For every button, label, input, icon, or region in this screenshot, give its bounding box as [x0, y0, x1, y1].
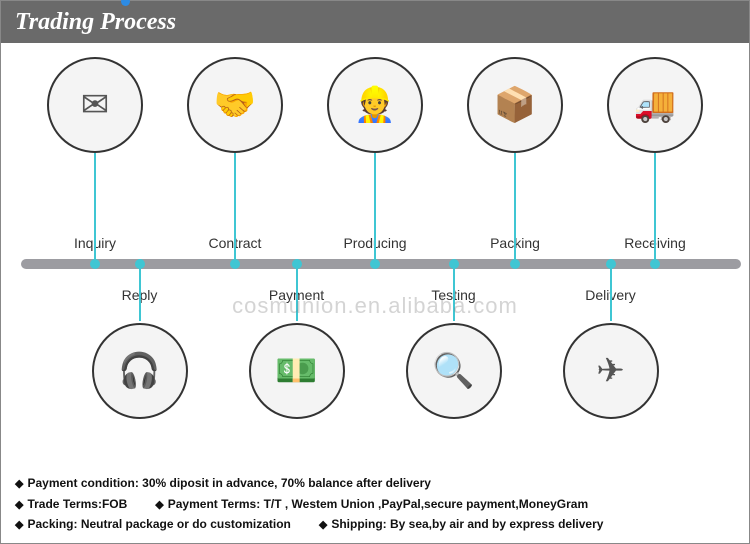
footer-notes: Payment condition: 30% diposit in advanc…: [15, 473, 735, 535]
footer-line: Trade Terms:FOB Payment Terms: T/T , West…: [15, 494, 735, 515]
connector-line: [514, 153, 516, 265]
money-stack-icon: 💵: [249, 323, 345, 419]
footer-item: Trade Terms:FOB: [15, 494, 127, 515]
timeline-dot: [370, 259, 380, 269]
workers-icon: 👷: [327, 57, 423, 153]
process-step-payment: Payment💵: [237, 317, 357, 419]
footer-item: Packing: Neutral package or do customiza…: [15, 514, 291, 535]
process-diagram: ✉Inquiry🤝Contract👷Producing📦Packing🚚Rece…: [1, 43, 749, 473]
footer-item: Payment condition: 30% diposit in advanc…: [15, 473, 431, 494]
container: Trading Process ✉Inquiry🤝Contract👷Produc…: [0, 0, 750, 544]
connector-line: [374, 153, 376, 265]
timeline-dot: [510, 259, 520, 269]
footer-item: Shipping: By sea,by air and by express d…: [319, 514, 604, 535]
footer-item: Payment Terms: T/T , Westem Union ,PayPa…: [155, 494, 588, 515]
process-step-packing: 📦Packing: [455, 57, 575, 159]
process-step-producing: 👷Producing: [315, 57, 435, 159]
bottom-steps-row: Reply🎧 Payment💵 Testing🔍 Delivery✈: [1, 317, 749, 419]
boxes-icon: 📦: [467, 57, 563, 153]
connector-line: [654, 153, 656, 265]
truck-icon: 🚚: [607, 57, 703, 153]
timeline-dot: [230, 259, 240, 269]
timeline-dot: [90, 259, 100, 269]
page-title: Trading Process: [15, 9, 176, 36]
process-step-receiving: 🚚Receiving: [595, 57, 715, 159]
process-step-inquiry: ✉Inquiry: [35, 57, 155, 159]
headset-team-icon: 🎧: [92, 323, 188, 419]
magnifier-icon: 🔍: [406, 323, 502, 419]
connector-line: [94, 153, 96, 265]
footer-line: Payment condition: 30% diposit in advanc…: [15, 473, 735, 494]
timeline-dot: [650, 259, 660, 269]
timeline-dot: [606, 259, 616, 269]
timeline-dot: [135, 259, 145, 269]
process-step-reply: Reply🎧: [80, 317, 200, 419]
title-bar: Trading Process: [1, 1, 749, 43]
process-step-testing: Testing🔍: [394, 317, 514, 419]
plane-ship-icon: ✈: [563, 323, 659, 419]
envelope-at-icon: ✉: [47, 57, 143, 153]
connector-line: [234, 153, 236, 265]
process-step-delivery: Delivery✈: [551, 317, 671, 419]
handshake-icon: 🤝: [187, 57, 283, 153]
timeline-dot: [449, 259, 459, 269]
process-step-contract: 🤝Contract: [175, 57, 295, 159]
footer-line: Packing: Neutral package or do customiza…: [15, 514, 735, 535]
timeline-dot: [292, 259, 302, 269]
top-steps-row: ✉Inquiry🤝Contract👷Producing📦Packing🚚Rece…: [1, 57, 749, 159]
timeline-bar: [21, 259, 741, 269]
